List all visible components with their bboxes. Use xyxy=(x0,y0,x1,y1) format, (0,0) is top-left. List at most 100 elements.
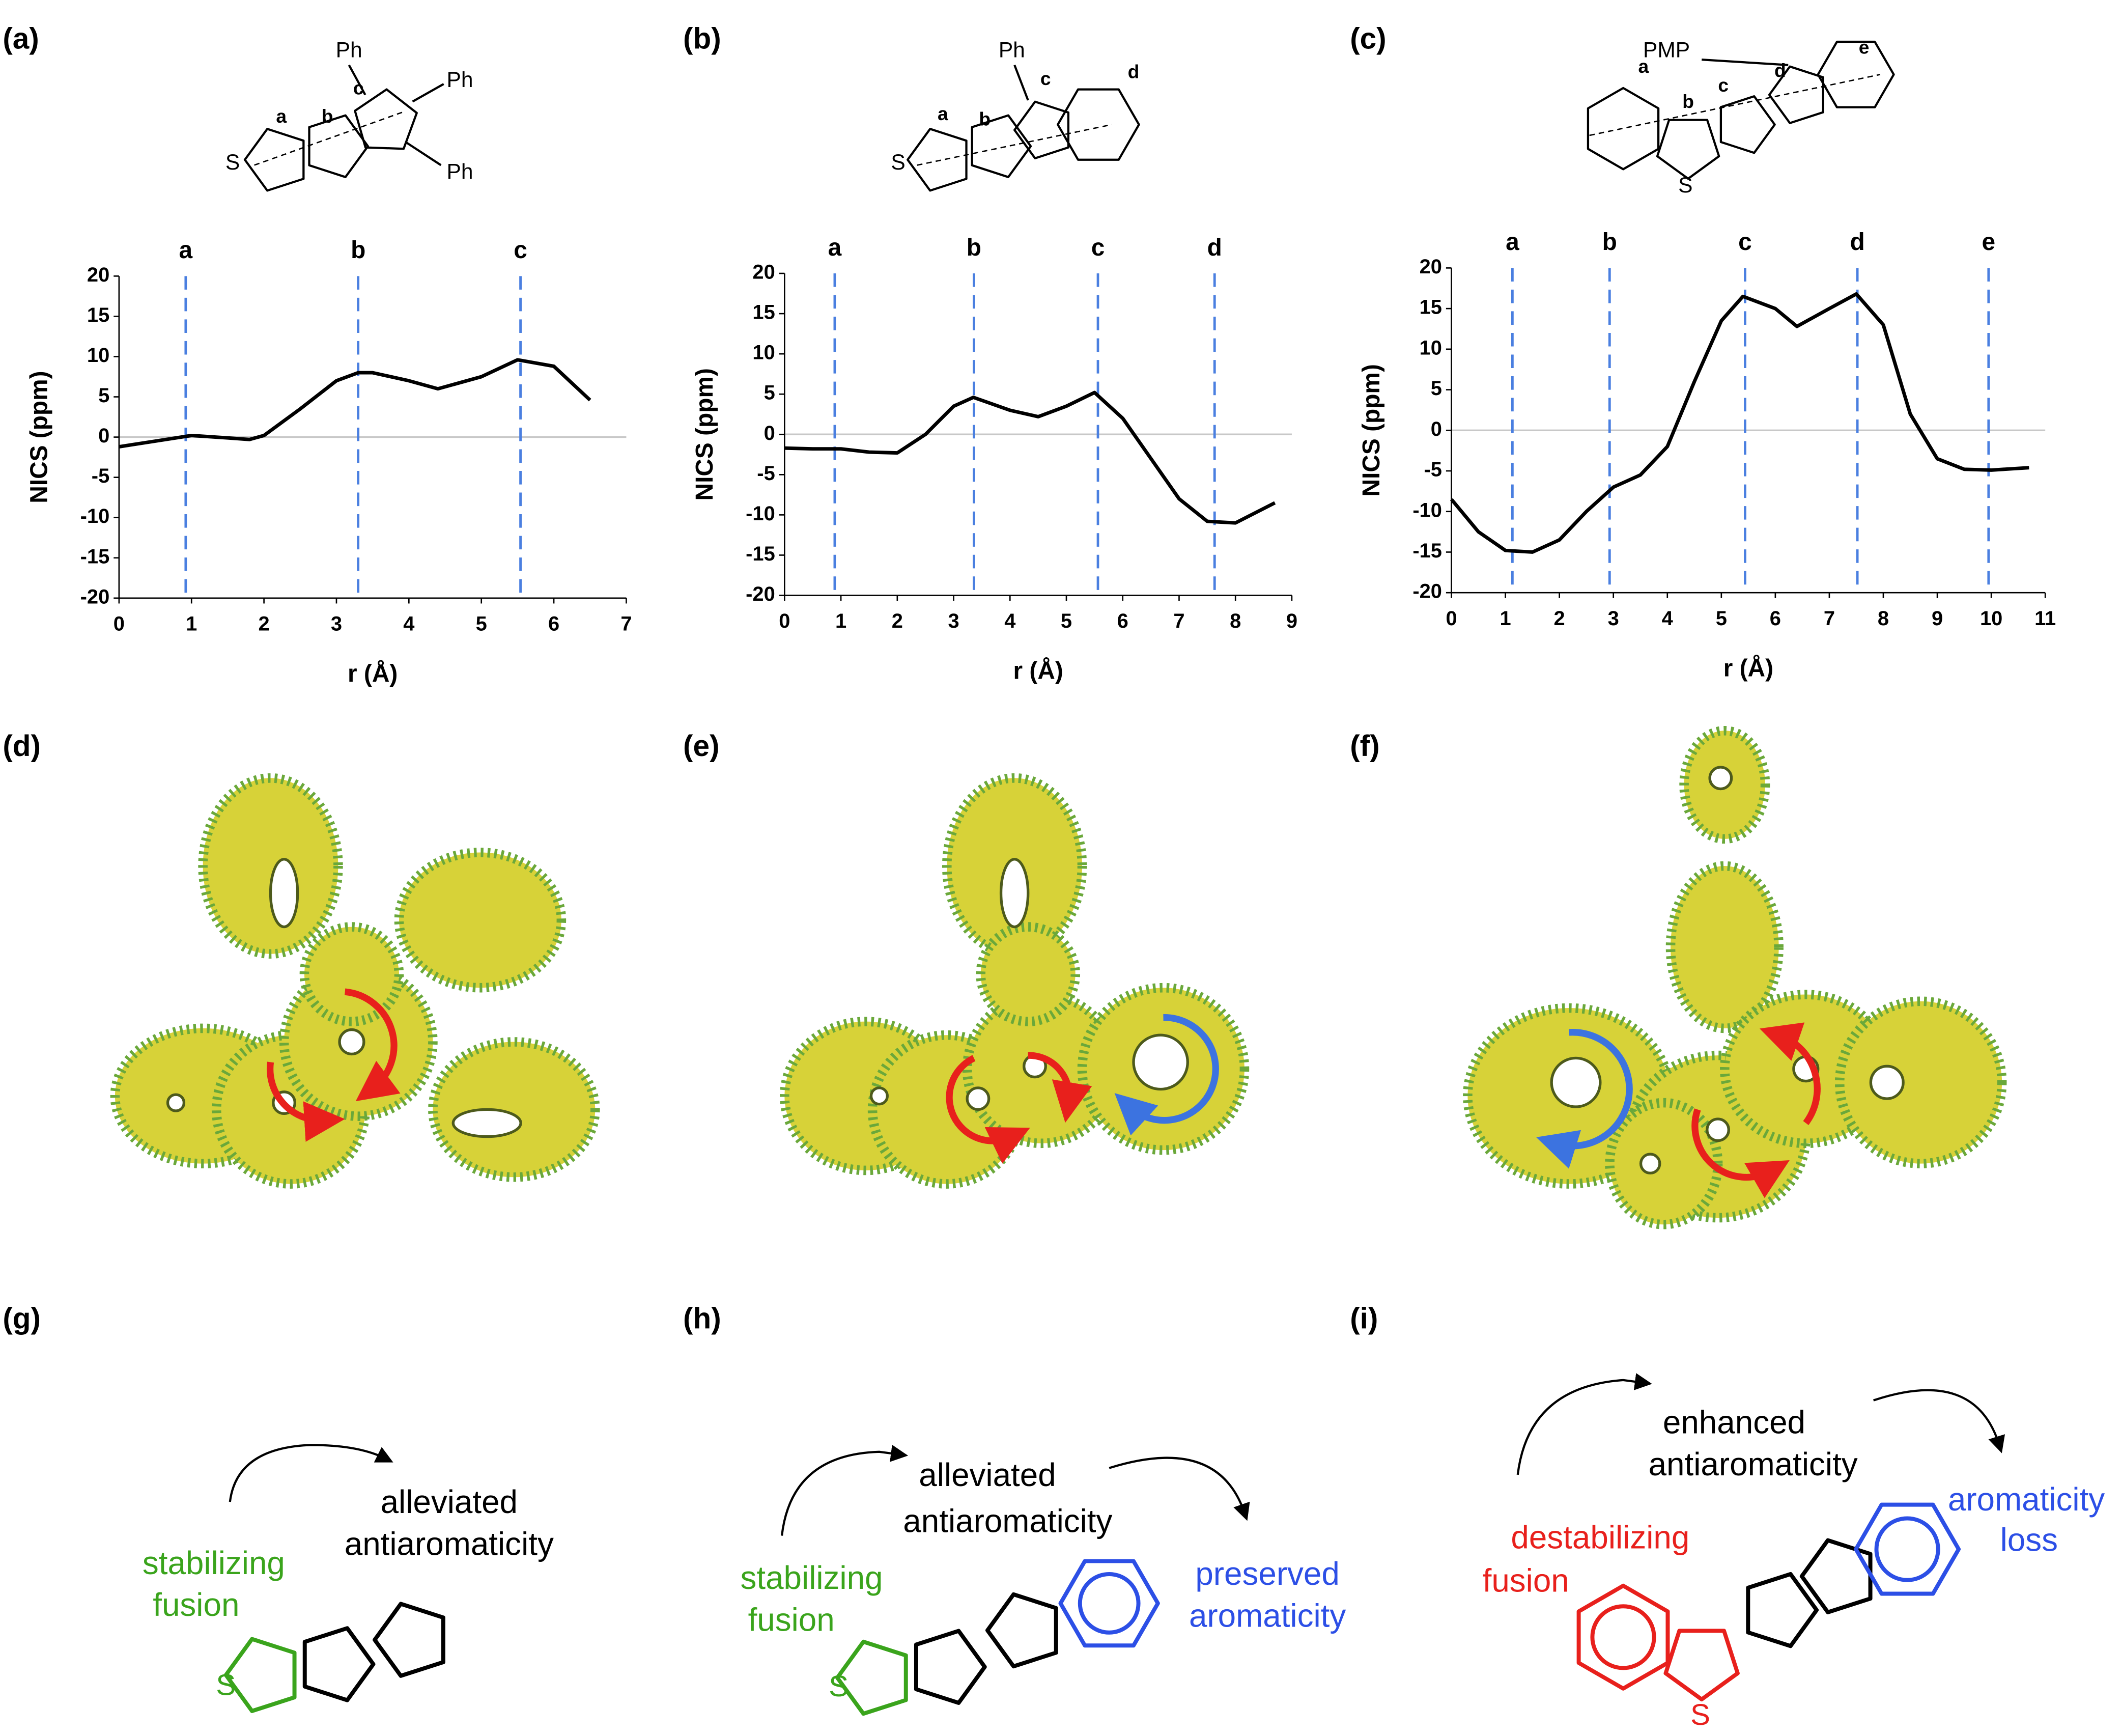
density-hole xyxy=(269,858,299,929)
scheme-text: loss xyxy=(2000,1522,2058,1558)
y-tick-label: 5 xyxy=(1431,377,1442,400)
x-axis-label: r (Å) xyxy=(1723,654,1773,682)
marker-label: a xyxy=(179,237,193,264)
current-arrow xyxy=(1114,1014,1219,1136)
density-lobe xyxy=(198,773,343,959)
y-tick-label: 15 xyxy=(752,301,775,324)
ring xyxy=(223,1637,297,1713)
x-tick-label: 4 xyxy=(1662,607,1673,630)
x-tick-label: 9 xyxy=(1932,607,1943,630)
atom-label: S xyxy=(1690,1698,1710,1731)
marker-label: d xyxy=(1207,234,1222,261)
data-line xyxy=(1450,292,2029,554)
bond-label: c xyxy=(1040,68,1051,89)
x-tick-label: 9 xyxy=(1286,610,1297,632)
density-hole xyxy=(966,1086,991,1111)
x-tick-label: 8 xyxy=(1878,607,1889,630)
density-hole xyxy=(1639,1153,1661,1174)
density-hole xyxy=(1132,1033,1189,1091)
density-lobe xyxy=(976,922,1081,1026)
current-arrow xyxy=(345,988,401,1102)
bond-label: a xyxy=(938,103,948,124)
ring xyxy=(1768,65,1824,124)
marker-label: c xyxy=(1091,234,1105,261)
marker-label: e xyxy=(1982,229,1996,256)
y-tick-label: -15 xyxy=(1412,540,1442,562)
scheme-text: fusion xyxy=(748,1601,835,1638)
y-tick-label: 0 xyxy=(764,422,775,444)
data-line xyxy=(784,390,1276,525)
x-tick-label: 3 xyxy=(948,610,959,632)
scheme-text: antiaromaticity xyxy=(1649,1446,1858,1482)
marker-label: a xyxy=(1506,229,1519,256)
bond-label: d xyxy=(1774,60,1786,81)
bond-label: a xyxy=(276,105,287,127)
bond-label: a xyxy=(1638,55,1649,77)
ring xyxy=(243,128,305,192)
current-arrow xyxy=(1516,1373,1652,1475)
atom-label: Ph xyxy=(999,38,1025,62)
y-tick-label: 0 xyxy=(1431,418,1442,440)
x-tick-label: 7 xyxy=(1824,607,1835,630)
current-arrow xyxy=(266,1061,345,1142)
bond xyxy=(412,83,444,103)
ring xyxy=(914,1629,987,1705)
density-lobe xyxy=(1665,861,1784,1033)
bond-label: d xyxy=(1128,61,1140,82)
panel-label: (g) xyxy=(3,1302,41,1335)
marker-label: b xyxy=(1602,229,1617,256)
atom-label: Ph xyxy=(447,160,473,184)
x-axis-label: r (Å) xyxy=(348,660,398,687)
ring xyxy=(1656,119,1720,180)
y-tick-label: -10 xyxy=(1412,499,1442,521)
x-tick-label: 0 xyxy=(1446,607,1457,630)
scheme-text: enhanced xyxy=(1663,1404,1805,1440)
ring xyxy=(1746,1572,1819,1648)
current-arrow xyxy=(1109,1457,1250,1521)
y-tick-label: 5 xyxy=(98,384,109,407)
density-hole xyxy=(1550,1056,1602,1108)
ring xyxy=(971,114,1032,178)
density-hole xyxy=(166,1093,186,1112)
x-tick-label: 1 xyxy=(1500,607,1511,630)
y-tick-label: 10 xyxy=(87,344,109,367)
bond xyxy=(348,64,366,96)
ring xyxy=(907,128,968,192)
x-tick-label: 5 xyxy=(476,613,487,635)
y-tick-label: -5 xyxy=(1424,459,1441,481)
scheme-text: destabilizing xyxy=(1511,1519,1689,1555)
aromatic-circle xyxy=(1078,1572,1141,1635)
bond xyxy=(254,110,406,166)
scheme-text: alleviated xyxy=(381,1483,518,1520)
density-hole xyxy=(451,1108,522,1138)
x-tick-label: 7 xyxy=(620,613,632,635)
current-arrow xyxy=(1759,1022,1821,1125)
x-tick-label: 7 xyxy=(1173,610,1184,632)
x-tick-label: 5 xyxy=(1061,610,1072,632)
atom-label: S xyxy=(225,151,240,175)
bond xyxy=(405,141,442,166)
atom-label: Ph xyxy=(447,68,473,92)
marker-label: c xyxy=(514,237,527,264)
scheme-text: aromaticity xyxy=(1948,1481,2105,1518)
current-arrow xyxy=(1691,1108,1790,1198)
marker-label: c xyxy=(1738,229,1752,256)
aromatic-circle xyxy=(1590,1604,1656,1670)
y-tick-label: 20 xyxy=(87,264,109,286)
bond xyxy=(1702,59,1789,66)
density-lobe xyxy=(428,1037,600,1182)
panel-label: (f) xyxy=(1350,730,1379,763)
marker-label: b xyxy=(967,234,981,261)
y-tick-label: -15 xyxy=(746,543,775,565)
ring xyxy=(302,1626,376,1702)
x-tick-label: 4 xyxy=(1004,610,1015,632)
current-arrow xyxy=(1873,1389,2005,1453)
scheme-text: preserved xyxy=(1195,1555,1340,1592)
bond xyxy=(1589,74,1881,136)
scheme-text: fusion xyxy=(153,1586,239,1623)
density-lobe xyxy=(1834,996,2007,1168)
scheme-text: antiaromaticity xyxy=(903,1502,1112,1539)
bond xyxy=(1013,64,1029,101)
x-axis-label: r (Å) xyxy=(1013,657,1063,685)
current-arrow xyxy=(1028,1052,1092,1123)
